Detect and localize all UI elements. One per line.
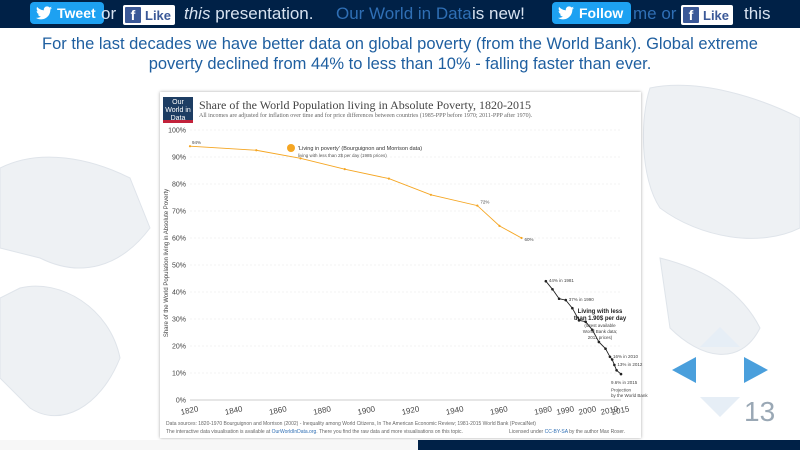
slide-nav-control [672, 327, 768, 417]
twitter-bird-icon [558, 6, 574, 20]
follow-label: Follow [579, 5, 624, 21]
owid-chart-link[interactable]: OurWorldInData.org [271, 429, 317, 435]
source2-prefix: The interactive data visualisation is av… [166, 429, 272, 435]
chart-source-link-line: The interactive data visualisation is av… [166, 429, 463, 435]
chart-license: Licensed under CC-BY-SA by the author Ma… [509, 429, 625, 435]
chart-source: Data sources: 1820-1970 Bourguignon and … [166, 421, 536, 427]
like-label-2: Like [703, 7, 730, 23]
or-text-1: or [101, 4, 117, 23]
facebook-f-icon: f [125, 7, 141, 23]
share-bar: Tweet or f Like this presentation. Our W… [0, 0, 800, 28]
nav-up-icon[interactable] [700, 327, 740, 347]
license-suffix: by the author Max Roser. [567, 429, 626, 435]
nav-down-icon[interactable] [700, 397, 740, 417]
chart-frame [160, 92, 641, 438]
license-prefix: Licensed under [509, 429, 545, 435]
nav-right-icon[interactable] [744, 357, 768, 383]
world-map-background [0, 84, 800, 417]
owid-logo: Our World in Data [163, 97, 193, 123]
chart-title: Share of the World Population living in … [199, 98, 532, 112]
nav-left-icon[interactable] [672, 357, 696, 383]
this-end-text: this [744, 4, 771, 23]
follow-button[interactable]: Follow [552, 2, 632, 24]
tweet-label: Tweet [57, 5, 96, 21]
like-label-1: Like [145, 7, 172, 23]
facebook-like-button-1[interactable]: f Like [123, 5, 176, 25]
slide-intro-text: For the last decades we have better data… [42, 35, 758, 73]
slide-number: 13 [744, 396, 776, 427]
facebook-f-icon: f [683, 7, 699, 23]
chart-subtitle: All incomes are adjusted for inflation o… [199, 113, 533, 119]
is-new-text: is new! [472, 4, 525, 23]
presentation-word: presentation. [210, 4, 314, 23]
owid-link[interactable]: Our World in Data [336, 4, 472, 23]
this-word: this [184, 4, 211, 23]
facebook-like-button-2[interactable]: f Like [681, 5, 734, 25]
this-presentation-text: this presentation. [184, 4, 313, 24]
twitter-bird-icon [36, 6, 52, 20]
footer-left [0, 440, 418, 450]
tweet-button[interactable]: Tweet [30, 2, 104, 24]
footer-bar [418, 440, 800, 450]
license-link[interactable]: CC-BY-SA [544, 429, 568, 435]
me-or-text: me or [633, 4, 677, 23]
source2-suffix: . There you find the raw data and more v… [316, 429, 463, 435]
